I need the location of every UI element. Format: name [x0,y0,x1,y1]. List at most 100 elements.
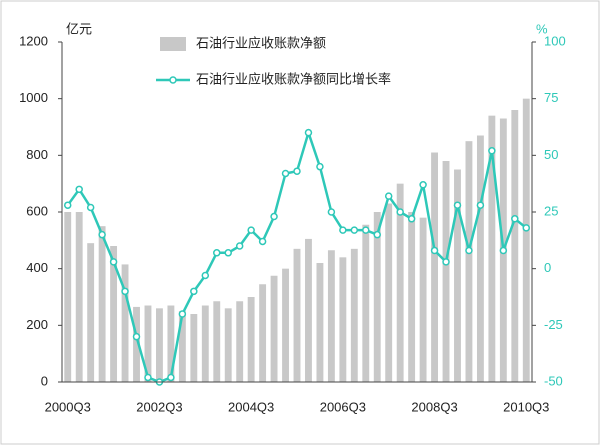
line-marker [178,310,187,318]
bar [110,246,118,382]
line-marker [373,230,381,239]
bar [224,308,232,382]
y-tick-label: 400 [26,260,48,275]
y2-tick-label: -50 [544,373,563,388]
legend-label: 石油行业应收账款净额 [196,35,326,50]
line-marker [281,169,290,178]
bar [442,161,450,382]
bar [465,141,473,382]
bar [408,212,416,382]
bar [201,305,209,382]
line-marker [511,215,519,223]
line-marker [430,246,439,255]
bar [419,217,427,382]
line-marker [121,287,129,296]
y-tick-label: 0 [41,373,48,388]
line-marker [293,167,301,175]
y-tick-label: 1200 [19,33,48,48]
line-marker [407,215,416,223]
y-tick-label: 200 [26,317,48,332]
line-marker [522,224,531,232]
bar [167,305,175,382]
line-marker [419,181,427,189]
x-tick-label: 2002Q3 [136,399,182,414]
line-marker [247,226,255,234]
bar [64,212,72,382]
bar [522,98,530,383]
line-marker [327,208,336,216]
y2-tick-label: -25 [544,317,563,332]
line-marker [144,373,152,382]
y2-tick-label: 50 [544,147,558,162]
bar [396,183,404,382]
line-marker [98,230,106,239]
line-marker [316,162,324,171]
bar [259,284,267,382]
line-marker [109,258,118,266]
bar [339,257,347,382]
x-tick-label: 2008Q3 [411,399,457,414]
bar [87,243,95,382]
line-marker [499,246,508,255]
line-marker [258,237,267,246]
bar [156,308,163,382]
bar [247,297,255,382]
bar [316,263,324,382]
y2-tick-label: 75 [544,90,558,105]
y-tick-label: 600 [26,203,48,218]
line-marker [396,208,404,216]
bar [98,226,106,382]
line-marker [213,249,221,257]
line-marker [339,226,347,234]
line-marker [75,185,83,194]
bar [293,248,301,382]
line-marker [465,246,473,255]
line-marker [350,226,359,234]
bar [373,212,381,382]
bar [133,306,140,382]
line-marker [270,212,278,221]
bar [270,275,278,382]
line-marker [63,201,72,209]
bar [144,305,152,382]
bar [511,110,519,382]
line-marker [86,203,95,212]
y-tick-label: 1000 [19,90,48,105]
bar [350,248,358,382]
bar [305,238,312,382]
line-marker [235,242,244,250]
y-tick-label: 800 [26,147,48,162]
line-marker [384,192,393,200]
x-tick-label: 2000Q3 [45,399,91,414]
line-marker [362,226,370,234]
bar [213,301,221,382]
line-marker [476,201,485,209]
bar [121,264,129,382]
bar [362,224,370,382]
line-marker [132,332,141,341]
x-tick-label: 2010Q3 [503,399,549,414]
y-unit: 亿元 [66,21,92,36]
bar [190,314,198,382]
y2-tick-label: 100 [544,33,566,48]
bar [431,152,438,382]
x-tick-label: 2004Q3 [228,399,274,414]
line-marker [190,287,198,296]
line-marker [453,201,462,209]
bar [476,135,484,382]
x-tick-label: 2006Q3 [320,399,366,414]
line-marker [488,147,496,155]
line-marker [442,258,450,266]
bar [454,169,461,382]
bar [178,311,186,382]
bar [327,250,335,382]
legend-swatch [160,37,186,51]
y2-tick-label: 0 [544,260,551,275]
line-marker [224,249,232,257]
line-marker [304,128,313,137]
bar [236,301,244,382]
y2-unit: % [536,21,548,36]
line-marker [167,373,175,382]
bar [282,268,289,382]
